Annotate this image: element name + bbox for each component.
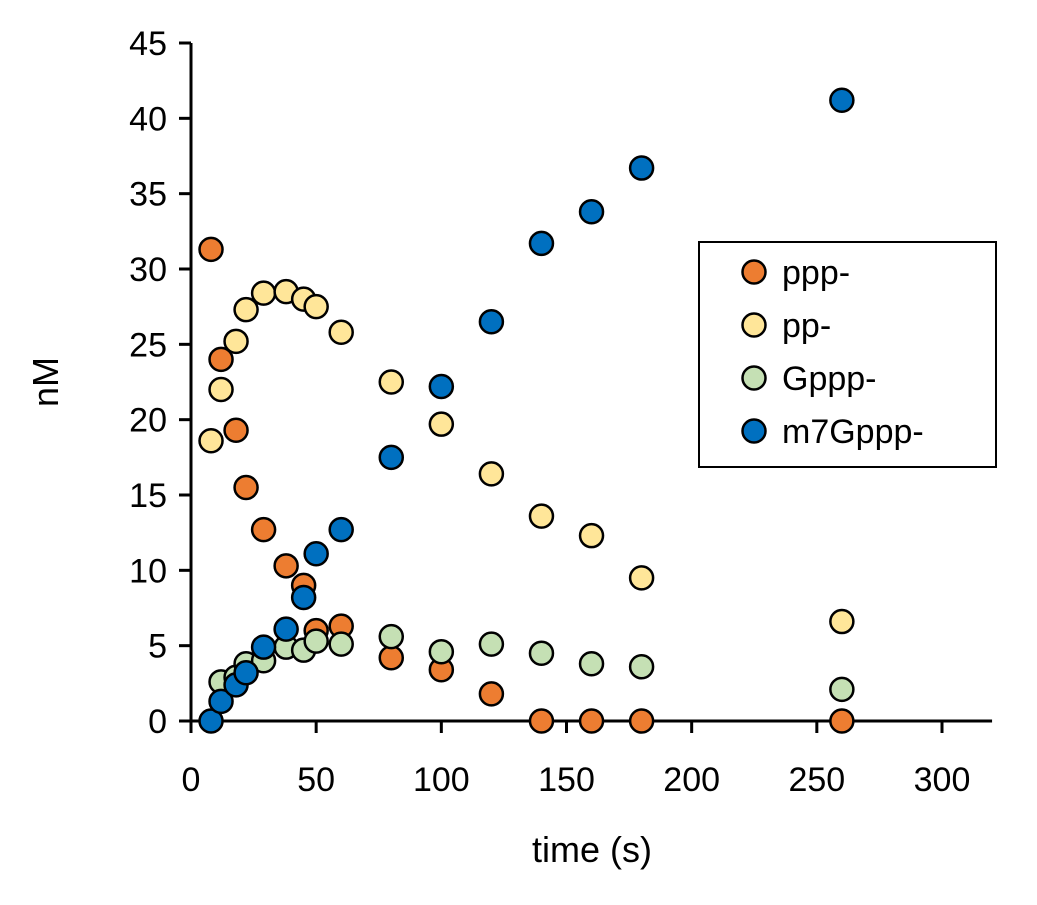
data-point-Gppp [428, 638, 455, 665]
data-point-Gppp [628, 654, 655, 680]
legend-marker [741, 312, 767, 338]
x-tick-label: 0 [182, 761, 201, 799]
data-point-Gppp [478, 631, 505, 657]
y-tick-label: 20 [129, 402, 167, 440]
legend-marker [741, 418, 767, 444]
x-tick-label: 200 [663, 761, 720, 799]
data-point-pp [250, 280, 277, 306]
data-point-pp [208, 376, 234, 403]
x-tick-label: 300 [914, 761, 971, 799]
data-point-pp [428, 411, 455, 437]
x-tick-label: 100 [413, 761, 470, 799]
data-point-ppp [578, 708, 605, 734]
data-point-pp [303, 293, 329, 320]
data-point-m7Gppp [428, 373, 455, 400]
data-point-m7Gppp [290, 584, 317, 611]
data-point-m7Gppp [478, 308, 505, 335]
data-point-pp [233, 296, 259, 323]
data-point-ppp [829, 708, 855, 734]
data-point-ppp [250, 516, 277, 543]
x-tick-label: 250 [788, 761, 845, 799]
y-tick-label: 5 [148, 628, 167, 666]
data-point-Gppp [303, 628, 329, 654]
legend-marker [741, 259, 767, 285]
data-points [198, 87, 855, 734]
data-point-m7Gppp [233, 660, 259, 686]
data-point-m7Gppp [328, 516, 354, 543]
y-tick-label: 35 [129, 176, 167, 214]
x-tick-label: 150 [538, 761, 595, 799]
data-point-m7Gppp [578, 198, 605, 225]
data-point-Gppp [578, 650, 605, 677]
data-point-pp [578, 522, 605, 549]
y-tick-label: 45 [129, 25, 167, 63]
data-point-m7Gppp [273, 616, 299, 642]
data-point-Gppp [528, 640, 555, 666]
data-point-pp [378, 369, 405, 395]
data-point-pp [223, 328, 249, 355]
data-point-Gppp [328, 631, 354, 657]
legend-label: m7Gppp- [782, 413, 924, 451]
data-point-m7Gppp [208, 688, 234, 715]
data-point-m7Gppp [303, 541, 329, 567]
y-axis-label: nM [25, 357, 66, 407]
data-point-m7Gppp [528, 230, 555, 257]
data-point-m7Gppp [198, 708, 224, 734]
y-tick-label: 40 [129, 100, 167, 138]
data-point-Gppp [378, 623, 405, 650]
y-tick-label: 10 [129, 552, 167, 590]
data-point-pp [829, 608, 855, 635]
data-point-ppp [198, 236, 224, 263]
data-point-ppp [528, 708, 555, 734]
legend-label: pp- [782, 307, 831, 345]
data-point-pp [628, 565, 655, 591]
data-point-pp [478, 461, 505, 487]
x-tick-label: 50 [297, 761, 335, 799]
data-point-ppp [628, 708, 655, 734]
x-axis-label: time (s) [532, 829, 652, 870]
data-point-ppp [478, 681, 505, 707]
data-point-m7Gppp [829, 87, 855, 114]
data-point-Gppp [829, 676, 855, 703]
data-point-pp [198, 428, 224, 454]
data-point-ppp [223, 417, 249, 443]
y-tick-label: 0 [148, 703, 167, 741]
legend-label: Gppp- [782, 360, 877, 398]
data-point-ppp [273, 553, 299, 579]
legend-marker [741, 365, 767, 391]
y-tick-label: 30 [129, 251, 167, 289]
data-point-m7Gppp [250, 634, 277, 660]
data-point-m7Gppp [378, 444, 405, 471]
data-point-pp [528, 503, 555, 529]
legend: ppp-pp- Gppp-m7Gppp- [698, 241, 997, 468]
data-point-m7Gppp [628, 155, 655, 181]
y-tick-label: 15 [129, 477, 167, 515]
data-point-ppp [378, 644, 405, 671]
y-tick-label: 25 [129, 326, 167, 364]
legend-label: ppp- [782, 254, 850, 292]
axes: 0 5 10 15 20 25 30 35 40 45 0 50 100 150 200 250 300 [129, 25, 993, 799]
data-point-ppp [233, 474, 259, 501]
data-point-ppp [208, 346, 234, 373]
data-point-pp [328, 319, 354, 346]
